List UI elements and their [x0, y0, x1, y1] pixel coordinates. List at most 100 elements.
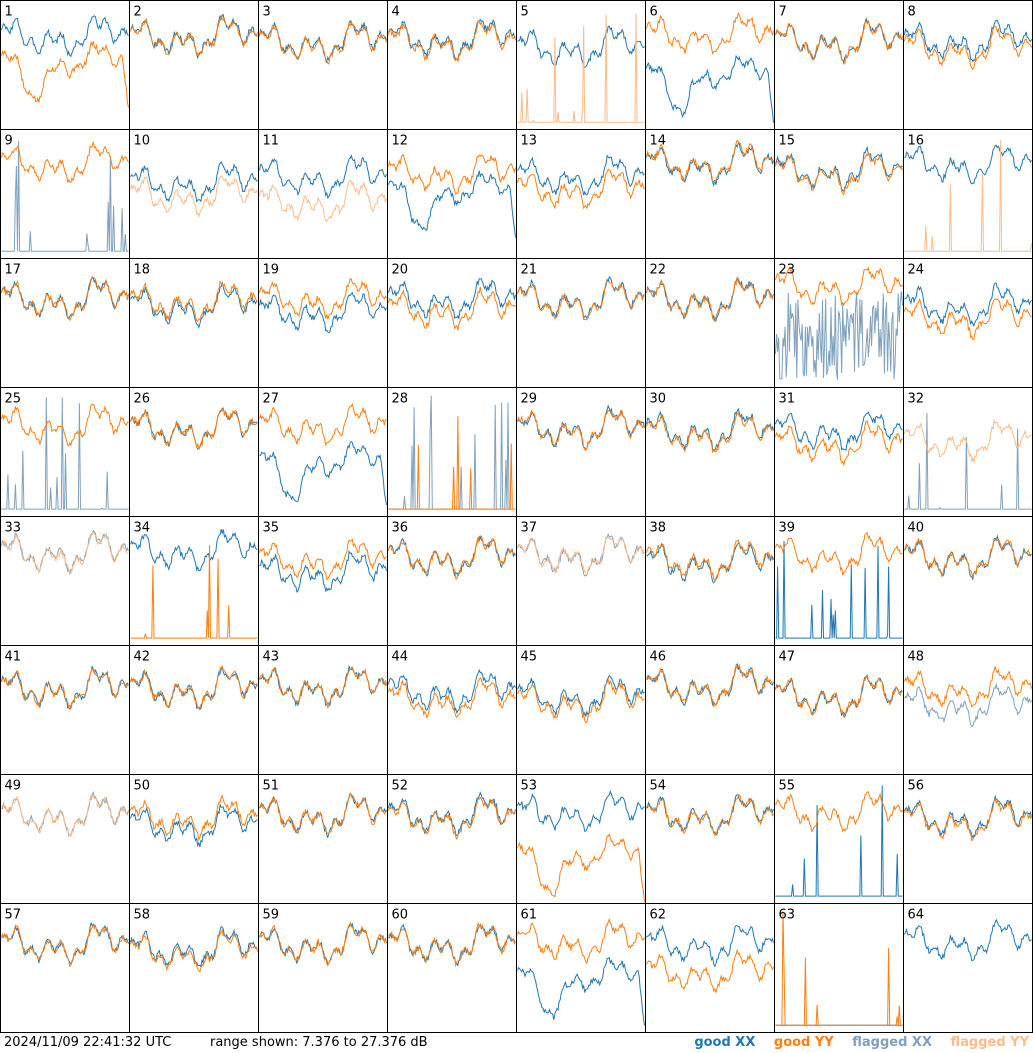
panel-label: 63	[779, 908, 796, 923]
panel-frame	[774, 129, 904, 259]
panel-label: 51	[263, 779, 280, 794]
panel-frame	[0, 903, 130, 1033]
panel-label: 58	[134, 908, 151, 923]
panel-42: 42	[129, 645, 259, 775]
series-yy-line	[775, 20, 903, 65]
panel-label: 26	[134, 392, 151, 407]
series-yy-line	[130, 665, 258, 710]
panel-label: 49	[5, 779, 22, 794]
panel-29: 29	[516, 387, 646, 517]
panel-34: 34	[129, 516, 259, 646]
series-xx-line	[517, 25, 645, 69]
panel-label: 55	[779, 779, 796, 794]
panel-label: 43	[263, 650, 280, 665]
panel-label: 17	[5, 263, 22, 278]
panel-21: 21	[516, 258, 646, 388]
panel-label: 20	[392, 263, 409, 278]
panel-label: 19	[263, 263, 280, 278]
panel-37: 37	[516, 516, 646, 646]
panel-frame	[903, 903, 1033, 1033]
series-yy-line	[646, 539, 774, 582]
panel-12: 12	[387, 129, 517, 259]
panel-4: 4	[387, 0, 517, 130]
panel-label: 44	[392, 650, 409, 665]
panel-frame	[129, 903, 259, 1033]
series-yy-line	[1, 923, 129, 968]
panel-frame	[387, 258, 517, 388]
panel-label: 10	[134, 134, 151, 149]
series-yy-line	[646, 948, 774, 995]
series-xx-line	[1, 15, 129, 58]
panel-frame	[516, 774, 646, 904]
series-yy-line	[904, 139, 1032, 252]
series-yy-line	[388, 677, 516, 719]
panel-frame	[774, 516, 904, 646]
panel-61: 61	[516, 903, 646, 1033]
panel-44: 44	[387, 645, 517, 775]
series-xx-line	[517, 789, 645, 832]
panel-frame	[774, 903, 904, 1033]
panel-label: 13	[521, 134, 538, 149]
panel-label: 33	[5, 521, 22, 536]
series-yy-line	[388, 535, 516, 581]
series-yy-line	[130, 794, 258, 842]
panel-14: 14	[645, 129, 775, 259]
legend-good-xx: good XX	[694, 1035, 756, 1050]
timestamp: 2024/11/09 22:41:32 UTC	[4, 1035, 172, 1050]
series-yy-line	[517, 536, 645, 577]
series-yy-line	[130, 928, 258, 973]
panel-frame	[129, 774, 259, 904]
series-yy-line	[775, 911, 903, 1026]
panel-31: 31	[774, 387, 904, 517]
panel-52: 52	[387, 774, 517, 904]
series-yy-line	[259, 277, 387, 320]
panel-frame	[516, 258, 646, 388]
series-yy-line	[646, 277, 774, 323]
panel-label: 64	[908, 908, 925, 923]
panel-frame	[258, 774, 388, 904]
series-xx-line	[904, 19, 1032, 63]
panel-frame	[645, 258, 775, 388]
series-yy-line	[130, 175, 258, 219]
panel-10: 10	[129, 129, 259, 259]
panel-frame	[903, 0, 1033, 130]
series-xx-line	[1, 397, 129, 510]
series-yy-line	[388, 921, 516, 966]
panel-frame	[903, 774, 1033, 904]
range-text: range shown: 7.376 to 27.376 dB	[210, 1035, 428, 1050]
series-yy-line	[388, 287, 516, 331]
series-yy-line	[517, 677, 645, 724]
panel-frame	[903, 129, 1033, 259]
series-xx-line	[775, 541, 903, 639]
series-xx-line	[130, 926, 258, 968]
panel-frame	[387, 774, 517, 904]
series-yy-line	[130, 15, 258, 57]
panel-label: 23	[779, 263, 796, 278]
panel-22: 22	[645, 258, 775, 388]
panel-label: 24	[908, 263, 925, 278]
series-yy-line	[1, 275, 129, 322]
panel-label: 50	[134, 779, 151, 794]
panel-30: 30	[645, 387, 775, 517]
series-yy-line	[130, 545, 258, 639]
panel-38: 38	[645, 516, 775, 646]
panel-frame	[645, 903, 775, 1033]
panel-label: 32	[908, 392, 925, 407]
series-yy-line	[646, 794, 774, 837]
panel-label: 35	[263, 521, 280, 536]
panel-48: 48	[903, 645, 1033, 775]
panel-frame	[129, 387, 259, 517]
series-yy-line	[517, 409, 645, 451]
panel-24: 24	[903, 258, 1033, 388]
series-xx-line	[388, 170, 516, 238]
series-yy-line	[259, 19, 387, 65]
panel-label: 59	[263, 908, 280, 923]
panel-label: 12	[392, 134, 409, 149]
panel-label: 62	[650, 908, 667, 923]
panel-label: 5	[521, 5, 529, 20]
panel-50: 50	[129, 774, 259, 904]
panel-64: 64	[903, 903, 1033, 1033]
panel-frame	[129, 0, 259, 130]
panel-label: 4	[392, 5, 400, 20]
panel-7: 7	[774, 0, 904, 130]
